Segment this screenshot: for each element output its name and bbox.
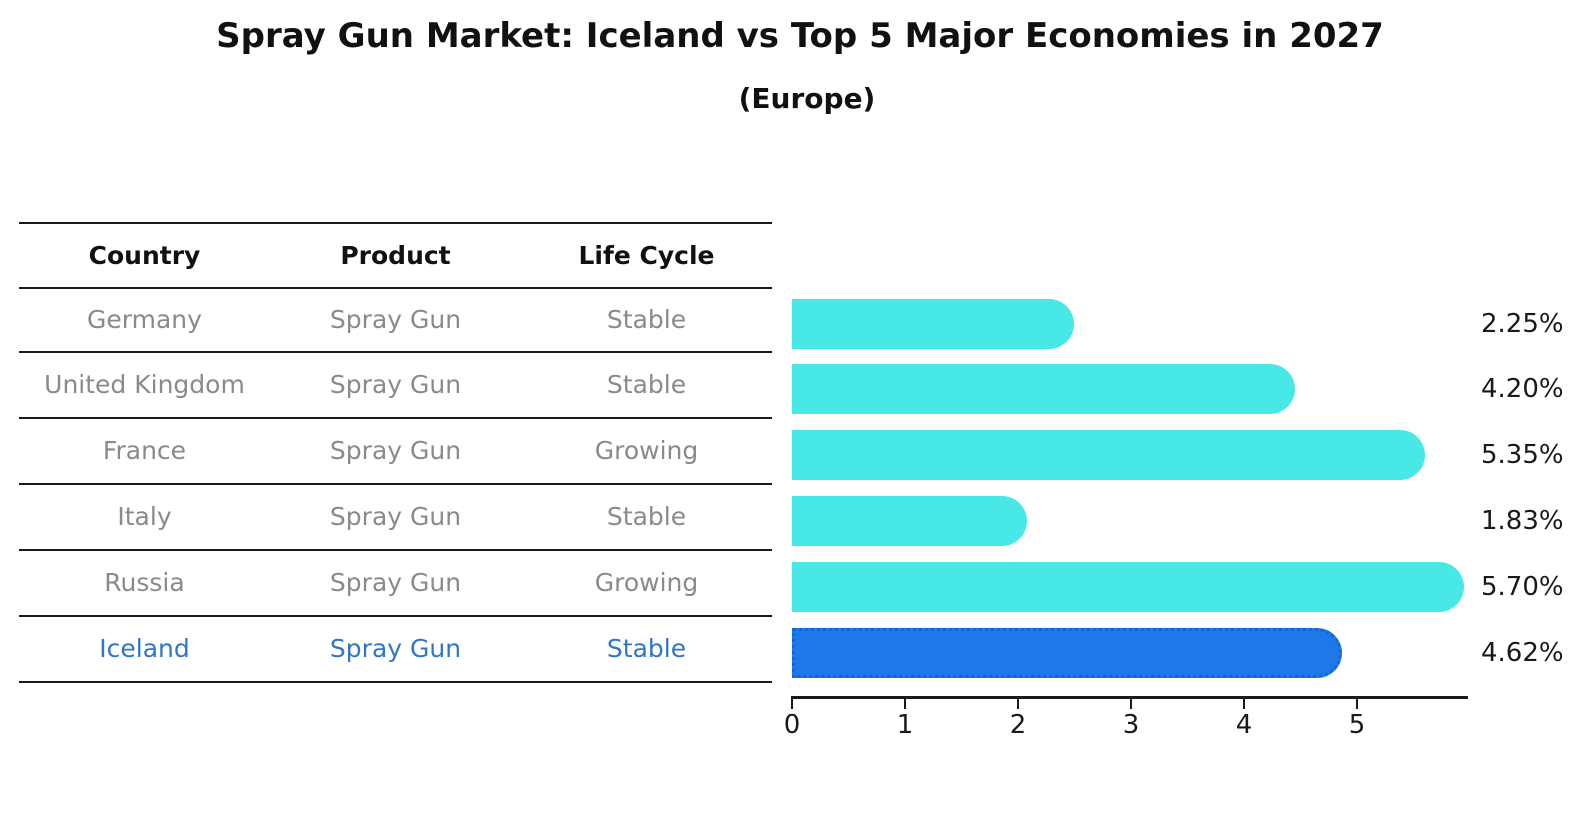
- table-row-rule: [19, 615, 772, 617]
- bar-value-label-iceland: 4.62%: [1481, 638, 1564, 668]
- x-axis-tick-0: [791, 697, 793, 709]
- column-header-life-cycle: Life Cycle: [578, 240, 715, 270]
- bar-italy: [792, 496, 1027, 546]
- column-header-product: Product: [340, 240, 451, 270]
- table-row-rule: [19, 549, 772, 551]
- table-row-rule: [19, 351, 772, 353]
- cell-country-france: France: [102, 436, 187, 465]
- column-header-country: Country: [88, 240, 201, 270]
- x-axis-tick-label-3: 3: [1122, 710, 1140, 740]
- bar-iceland: [792, 628, 1342, 678]
- cell-country-germany: Germany: [87, 305, 202, 334]
- table-bottom-rule: [19, 681, 772, 683]
- bar-united-kingdom: [792, 364, 1295, 414]
- x-axis-tick-label-0: 0: [783, 710, 801, 740]
- x-axis-tick-label-1: 1: [896, 710, 914, 740]
- x-axis-tick-5: [1356, 697, 1358, 709]
- cell-product-united-kingdom: Spray Gun: [329, 370, 462, 399]
- x-axis-line: [791, 696, 1468, 699]
- table-row-rule: [19, 417, 772, 419]
- bar-value-label-russia: 5.70%: [1481, 572, 1564, 602]
- table-row-rule: [19, 287, 772, 289]
- x-axis-tick-4: [1243, 697, 1245, 709]
- bar-value-label-italy: 1.83%: [1481, 506, 1564, 536]
- x-axis-tick-label-5: 5: [1348, 710, 1366, 740]
- table-top-rule: [19, 222, 772, 224]
- cell-life-cycle-italy: Stable: [606, 502, 687, 531]
- cell-product-italy: Spray Gun: [329, 502, 462, 531]
- cell-life-cycle-germany: Stable: [606, 305, 687, 334]
- bar-russia: [792, 562, 1464, 612]
- cell-product-germany: Spray Gun: [329, 305, 462, 334]
- bar-value-label-united-kingdom: 4.20%: [1481, 374, 1564, 404]
- x-axis-tick-label-2: 2: [1009, 710, 1027, 740]
- cell-life-cycle-france: Growing: [594, 436, 699, 465]
- x-axis-tick-label-4: 4: [1235, 710, 1253, 740]
- bar-germany: [792, 299, 1074, 349]
- cell-life-cycle-russia: Growing: [594, 568, 699, 597]
- bar-france: [792, 430, 1425, 480]
- cell-country-iceland: Iceland: [99, 634, 190, 663]
- cell-country-russia: Russia: [104, 568, 185, 597]
- cell-product-russia: Spray Gun: [329, 568, 462, 597]
- bar-value-label-france: 5.35%: [1481, 440, 1564, 470]
- cell-country-united-kingdom: United Kingdom: [44, 370, 245, 399]
- x-axis-tick-3: [1130, 697, 1132, 709]
- cell-country-italy: Italy: [117, 502, 172, 531]
- chart-title: Spray Gun Market: Iceland vs Top 5 Major…: [216, 16, 1384, 56]
- cell-product-france: Spray Gun: [329, 436, 462, 465]
- x-axis-tick-1: [904, 697, 906, 709]
- chart-subtitle: (Europe): [738, 82, 876, 115]
- cell-life-cycle-iceland: Stable: [606, 634, 687, 663]
- cell-product-iceland: Spray Gun: [329, 634, 462, 663]
- cell-life-cycle-united-kingdom: Stable: [606, 370, 687, 399]
- x-axis-tick-2: [1017, 697, 1019, 709]
- table-row-rule: [19, 483, 772, 485]
- bar-value-label-germany: 2.25%: [1481, 309, 1564, 339]
